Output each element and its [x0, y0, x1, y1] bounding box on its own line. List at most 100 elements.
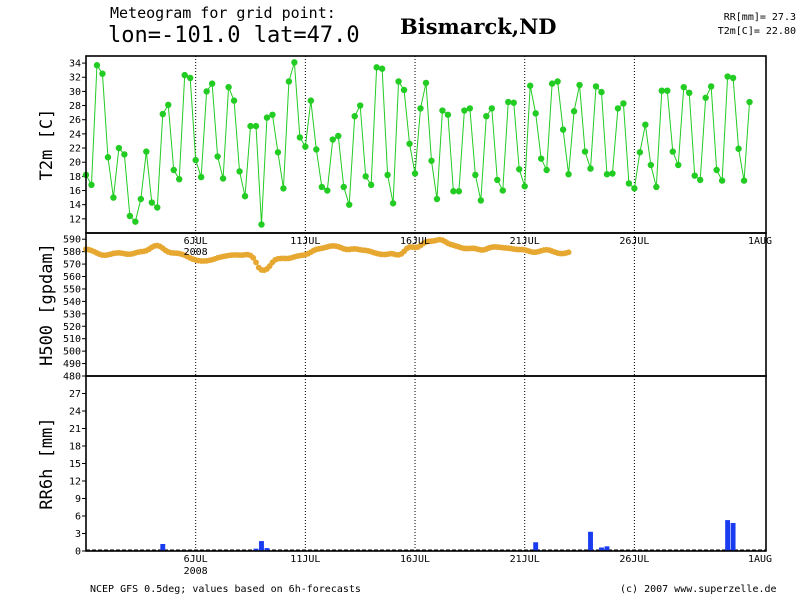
precip-bar — [725, 520, 731, 551]
precip-bar — [533, 542, 539, 551]
temperature-point — [450, 188, 457, 195]
temperature-point — [176, 175, 183, 183]
x-tick-label: 1AUG — [748, 554, 772, 565]
y-tick-label: 590 — [63, 235, 81, 246]
temperature-point — [433, 195, 441, 203]
temperature-point — [483, 112, 490, 120]
temperature-point — [115, 144, 123, 152]
temperature-point — [137, 195, 145, 203]
temperature-point — [126, 212, 134, 220]
panel-frame — [85, 375, 767, 552]
temperature-point — [559, 126, 567, 133]
temperature-point — [680, 83, 687, 91]
temperature-point — [428, 157, 435, 164]
temperature-point — [664, 87, 671, 94]
x-tick-label: 16JUL — [400, 554, 430, 565]
temperature-point — [203, 88, 210, 95]
precip-bar — [588, 531, 593, 551]
x-tick-label: 6JUL — [184, 554, 208, 565]
temperature-point — [318, 183, 326, 191]
location-name: Bismarck,ND — [400, 14, 557, 39]
temperature-point — [324, 187, 331, 194]
x-year-label: 2008 — [184, 247, 208, 258]
y-tick-label: 560 — [63, 272, 81, 283]
y-tick-label: 24 — [69, 407, 81, 418]
temperature-point — [598, 88, 605, 96]
header-coordinates: lon=-101.0 lat=47.0 — [108, 23, 360, 48]
temperature-point — [411, 170, 419, 177]
temperature-point — [291, 59, 298, 66]
y-tick-label: 500 — [63, 347, 81, 358]
temperature-point — [603, 171, 611, 178]
footer-source: NCEP GFS 0.5deg; values based on 6h-fore… — [90, 584, 361, 595]
temperature-point — [494, 176, 501, 184]
temperature-point — [669, 148, 676, 155]
temperature-point — [543, 166, 550, 174]
y-tick-label: 530 — [63, 309, 81, 320]
x-tick-label: 21JUL — [510, 236, 540, 247]
y-tick-label: 15 — [69, 459, 81, 470]
temperature-point — [165, 101, 172, 109]
temperature-point — [587, 165, 594, 172]
temperature-point — [729, 74, 737, 82]
x-tick-label: 21JUL — [510, 554, 540, 565]
temperature-point — [718, 177, 726, 184]
temperature-point — [269, 111, 276, 118]
header-title: Meteogram for grid point: — [110, 4, 336, 22]
y-axis-title: T2m [C] — [37, 109, 57, 181]
precipitation-total: RR[mm]= 27.3 — [723, 12, 796, 23]
temperature-point — [455, 188, 463, 195]
temperature-point — [263, 114, 271, 121]
footer-copyright: (c) 2007 www.superzelle.de — [620, 584, 777, 595]
temperature-point — [422, 79, 430, 87]
y-tick-label: 520 — [63, 322, 81, 333]
y-tick-label: 22 — [69, 144, 81, 155]
y-tick-label: 21 — [69, 424, 81, 435]
temperature-point — [499, 187, 506, 194]
temperature-point — [417, 105, 424, 112]
temperature-point — [197, 173, 205, 181]
x-tick-label: 11JUL — [290, 236, 320, 247]
temperature-point — [307, 97, 315, 104]
y-tick-label: 540 — [63, 297, 81, 308]
precip-bar — [253, 548, 259, 551]
y-axis-title: RR6h [mm] — [37, 417, 57, 509]
y-tick-label: 0 — [75, 547, 81, 558]
temperature-point — [186, 74, 194, 82]
temperature-point — [159, 110, 166, 118]
temperature-point — [702, 94, 709, 101]
x-tick-label: 16JUL — [400, 236, 430, 247]
temperature-point — [636, 149, 644, 156]
temperature-point — [675, 161, 682, 169]
x-tick-label: 6JUL — [184, 236, 208, 247]
x-tick-label: 1AUG — [748, 236, 772, 247]
temperature-point — [99, 70, 106, 77]
temperature-point — [576, 81, 583, 89]
temperature-point — [625, 180, 633, 187]
y-tick-label: 28 — [69, 101, 81, 112]
y-tick-label: 3 — [75, 529, 81, 540]
temperature-point — [537, 155, 545, 162]
temperature-point — [526, 82, 534, 89]
temperature-point — [724, 73, 731, 80]
temperature-point — [713, 166, 720, 174]
temperature-point — [510, 99, 517, 106]
temperature-point — [406, 140, 413, 147]
y-tick-label: 26 — [69, 115, 81, 126]
temperature-point — [88, 181, 95, 189]
temperature-point — [181, 71, 188, 79]
y-tick-label: 12 — [69, 214, 81, 225]
geopotential-point — [253, 259, 259, 266]
temperature-point — [121, 151, 128, 158]
temperature-point — [143, 148, 150, 155]
geopotential-point — [565, 249, 572, 256]
y-tick-label: 24 — [69, 129, 81, 140]
precip-bar — [264, 548, 270, 551]
temperature-point — [488, 105, 496, 112]
y-tick-label: 18 — [69, 172, 81, 183]
y-tick-label: 510 — [63, 334, 81, 345]
y-tick-label: 580 — [63, 247, 81, 258]
temperature-point — [647, 161, 655, 169]
temperature-point — [532, 110, 539, 117]
temperature-point — [219, 175, 227, 182]
